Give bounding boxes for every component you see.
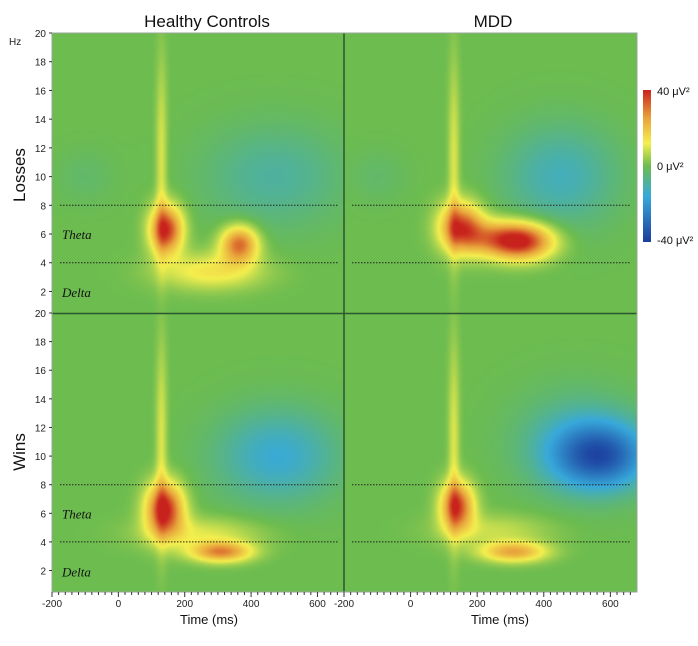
x-axis-label-right: Time (ms): [471, 612, 529, 627]
y-tick-label: 14: [35, 395, 47, 406]
y-tick-label: 12: [35, 144, 47, 155]
y-tick-label: 6: [40, 230, 46, 241]
x-axis-label-left: Time (ms): [180, 612, 238, 627]
y-tick-label: 8: [40, 481, 46, 492]
heatmap-panel-losses-healthy-controls: [52, 33, 344, 313]
colorbar-min-label: -40 μV²: [657, 235, 694, 247]
y-tick-label: 10: [35, 173, 47, 184]
heatmap-panel-losses-mdd: [344, 33, 637, 313]
x-tick-label: 400: [535, 599, 552, 610]
x-tick-label: 200: [176, 599, 193, 610]
x-tick-label: 0: [116, 599, 122, 610]
y-tick-label: 18: [35, 58, 47, 69]
heatmap-panels: Theta Delta Theta Delta: [52, 33, 637, 592]
y-tick-label: 4: [40, 538, 46, 549]
y-tick-label: 4: [40, 259, 46, 270]
y-tick-label: 2: [40, 287, 46, 298]
band-label-delta: Delta: [61, 285, 91, 300]
x-tick-label: -200: [42, 599, 62, 610]
x-tick-label: 200: [469, 599, 486, 610]
y-tick-labels: 2 4 6 8 10 12 14 16 18 20 2 4 6 8 10 12 14 16 18 20: [35, 29, 52, 578]
x-tick-label: 600: [309, 599, 326, 610]
column-title-mdd: MDD: [474, 12, 513, 31]
x-tick-label: 600: [602, 599, 619, 610]
x-tick-labels: -200 0 200 400 600 -200 0 200 400 600: [42, 592, 631, 610]
colorbar-mid-label: 0 μV²: [657, 161, 684, 173]
column-title-healthy-controls: Healthy Controls: [144, 12, 270, 31]
band-label-delta: Delta: [61, 564, 91, 579]
y-tick-label: 12: [35, 423, 47, 434]
y-tick-label: 16: [35, 86, 47, 97]
y-unit-label: Hz: [9, 37, 21, 48]
y-tick-label: 8: [40, 201, 46, 212]
band-label-theta: Theta: [62, 227, 92, 242]
x-tick-label: 0: [408, 599, 414, 610]
y-tick-label: 6: [40, 509, 46, 520]
row-title-wins: Wins: [10, 433, 29, 471]
y-tick-label: 20: [35, 309, 47, 320]
y-tick-label: 16: [35, 366, 47, 377]
colorbar: [643, 90, 651, 242]
x-tick-label: -200: [334, 599, 354, 610]
x-tick-label: 400: [243, 599, 260, 610]
y-tick-label: 18: [35, 338, 47, 349]
colorbar-max-label: 40 μV²: [657, 86, 690, 98]
y-tick-label: 2: [40, 567, 46, 578]
row-title-losses: Losses: [10, 148, 29, 202]
y-tick-label: 14: [35, 115, 47, 126]
heatmap-panel-wins-mdd: [344, 313, 637, 592]
y-tick-label: 10: [35, 452, 47, 463]
heatmap-panel-wins-healthy-controls: [52, 313, 344, 592]
y-tick-label: 20: [35, 29, 47, 40]
band-label-theta: Theta: [62, 506, 92, 521]
